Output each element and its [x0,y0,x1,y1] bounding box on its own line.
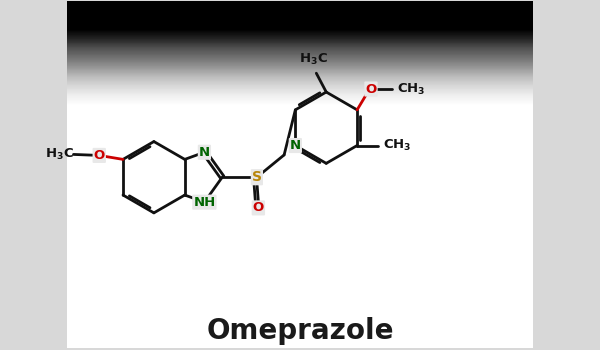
Text: $\mathbf{CH_3}$: $\mathbf{CH_3}$ [397,82,425,97]
Text: N: N [199,146,210,159]
Text: NH: NH [193,196,215,209]
Text: $\mathbf{H_3C}$: $\mathbf{H_3C}$ [44,147,73,162]
Text: S: S [252,170,262,184]
Text: $\mathbf{CH_3}$: $\mathbf{CH_3}$ [383,138,412,153]
Text: O: O [94,149,105,162]
Text: $\mathbf{H_3C}$: $\mathbf{H_3C}$ [299,52,328,67]
Text: Omeprazole: Omeprazole [206,317,394,345]
Text: O: O [253,201,264,215]
Text: N: N [290,139,301,152]
Text: O: O [365,83,377,96]
